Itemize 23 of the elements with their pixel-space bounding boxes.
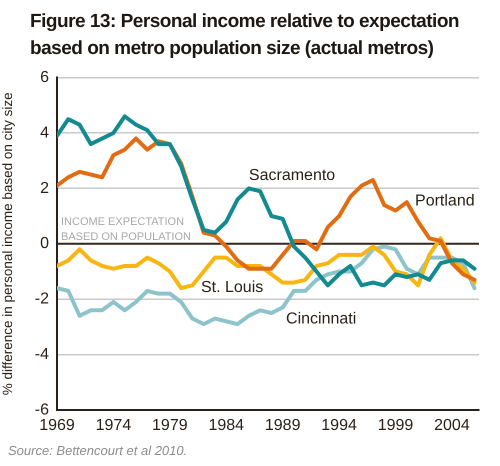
series-label: Sacramento xyxy=(248,167,336,184)
x-tick-label: 1974 xyxy=(96,417,132,434)
chart-title: Figure 13: Personal income relative to expectation based on metro population size (actual metros) xyxy=(30,10,460,61)
series-label: St. Louis xyxy=(200,278,264,296)
series-label: Cincinnati xyxy=(286,310,356,328)
y-tick-label: -2 xyxy=(34,290,50,308)
source-note: Source: Bettencourt et al 2010. xyxy=(8,443,188,458)
ref-line-label: INCOME EXPECTATION BASED ON POPULATION xyxy=(61,216,192,243)
x-tick-label: 2004 xyxy=(434,417,470,434)
y-tick-label: 2 xyxy=(40,180,50,197)
x-tick-label: 1979 xyxy=(152,417,188,434)
x-tick-label: 1969 xyxy=(39,417,75,434)
y-tick-label: -4 xyxy=(34,346,50,364)
x-tick-label: 1999 xyxy=(378,417,414,434)
x-tick-label: 1989 xyxy=(264,417,301,434)
series-label: Portland xyxy=(415,192,475,210)
x-tick-label: 1994 xyxy=(321,417,357,434)
y-axis-title: % difference in personal income based on city size xyxy=(0,92,15,396)
y-tick-label: 4 xyxy=(40,124,50,142)
y-tick-label: 6 xyxy=(40,69,50,86)
y-tick-label: 0 xyxy=(40,235,50,252)
y-tick-label: -6 xyxy=(34,401,50,418)
x-tick-label: 1984 xyxy=(208,417,244,434)
